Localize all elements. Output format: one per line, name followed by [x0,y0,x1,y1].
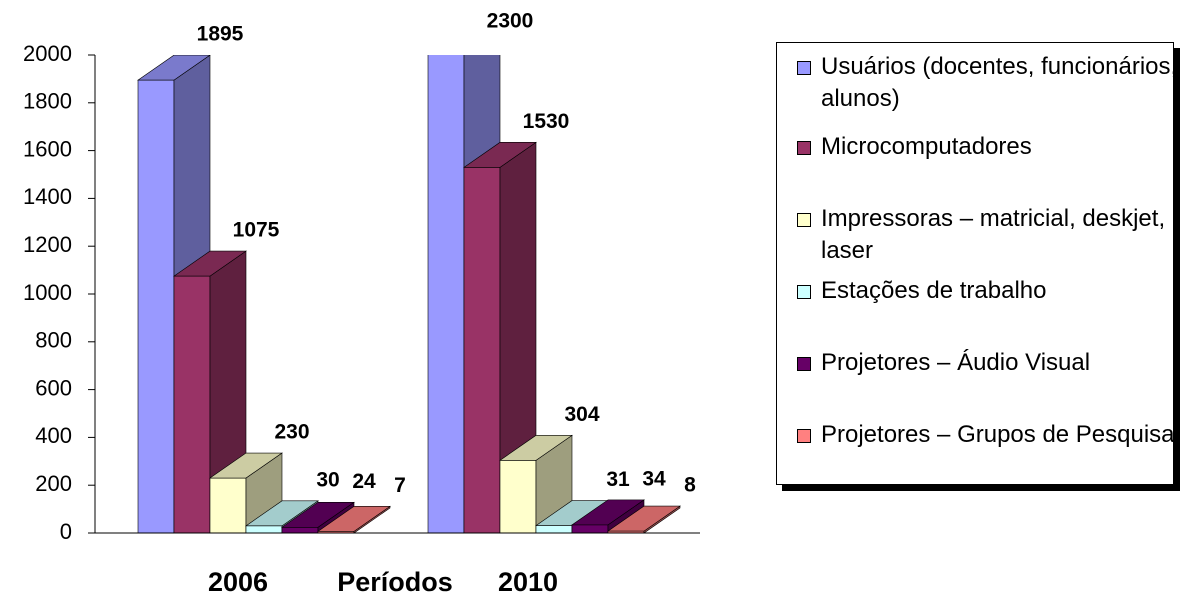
plot-area [137,55,681,534]
value-label: 2300 [487,10,534,33]
x-tick-label: 2010 [498,567,558,597]
bar [245,525,283,534]
bar-top [245,500,319,527]
legend-swatch [797,213,811,227]
y-tick-label: 2000 [23,41,72,66]
y-tick-label: 1600 [23,136,72,161]
legend-item: Microcomputadores [797,131,1181,163]
bar-top [607,505,681,532]
bar-top [571,499,645,526]
value-label: 1895 [197,23,244,46]
bar-top [499,435,573,461]
legend-label: Microcomputadores [821,133,1032,160]
legend-label: Usuários (docentes, funcionários, alunos… [821,53,1178,112]
bar [463,167,501,534]
bar [173,275,211,534]
legend-swatch [797,429,811,443]
value-label: 34 [642,467,666,490]
value-label: 31 [606,468,630,491]
bar [571,524,609,534]
legend-swatch [797,285,811,299]
legend-item: Projetores – Grupos de Pesquisa [797,419,1181,451]
legend-label: Projetores – Grupos de Pesquisa [821,421,1175,448]
legend-swatch [797,357,811,371]
bar-top [281,501,355,528]
y-tick-label: 1800 [23,89,72,114]
x-axis-label: Períodos [337,567,453,597]
bar [281,526,319,534]
value-label: 8 [684,474,696,497]
y-tick-label: 200 [35,471,72,496]
bar [427,55,465,534]
y-tick-label: 1200 [23,232,72,257]
bar-top [463,142,537,168]
legend-label: Impressoras – matricial, deskjet, laser [821,205,1166,264]
bar-top [173,250,247,277]
legend-swatch [797,141,811,155]
y-tick-label: 1000 [23,280,72,305]
x-tick-label: 2006 [208,567,268,597]
bar [535,525,573,534]
bar [209,477,247,534]
legend-label: Estações de trabalho [821,277,1047,304]
y-tick-label: 1400 [23,184,72,209]
y-tick-label: 0 [60,519,72,544]
y-tick-label: 600 [35,375,72,400]
y-tick-label: 400 [35,423,72,448]
value-label: 30 [316,468,339,491]
y-tick-label: 800 [35,328,72,353]
value-label: 304 [564,403,599,426]
legend-item: Impressoras – matricial, deskjet, laser [797,203,1181,267]
legend-label: Projetores – Áudio Visual [821,349,1091,376]
legend-swatch [797,61,811,75]
value-label: 1075 [233,219,280,242]
bar-top [137,55,211,81]
bar [137,79,175,534]
value-label: 230 [274,421,309,444]
value-label: 24 [352,470,376,493]
legend-item: Usuários (docentes, funcionários, alunos… [797,51,1181,115]
legend-item: Estações de trabalho [797,275,1181,307]
legend: Usuários (docentes, funcionários, alunos… [776,42,1177,485]
bar-top [209,452,283,479]
bar [499,460,537,534]
value-label: 7 [394,474,406,497]
value-label: 1530 [523,110,570,133]
bar-top [317,506,391,532]
legend-item: Projetores – Áudio Visual [797,347,1181,379]
